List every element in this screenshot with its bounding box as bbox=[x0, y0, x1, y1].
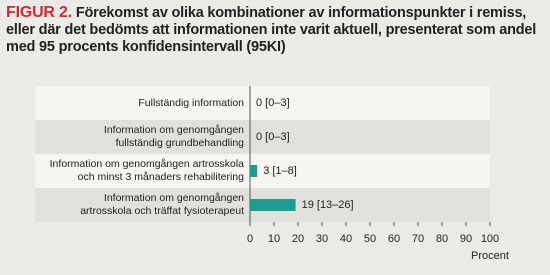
x-tick-label: 30 bbox=[316, 233, 328, 245]
value-label: 3 [1–8] bbox=[263, 165, 297, 177]
x-tick-label: 10 bbox=[268, 233, 280, 245]
x-tick-label: 60 bbox=[388, 233, 400, 245]
x-tick-label: 70 bbox=[412, 233, 424, 245]
x-tick-label: 20 bbox=[292, 233, 304, 245]
value-label: 19 [13–26] bbox=[302, 199, 354, 211]
x-tick-label: 50 bbox=[364, 233, 376, 245]
x-tick-label: 80 bbox=[436, 233, 448, 245]
chart-title: Förekomst av olika kombinationer av info… bbox=[6, 5, 537, 55]
category-label: Information om genomgången artrosskola o… bbox=[49, 158, 244, 183]
figure-label: FIGUR 2. bbox=[6, 4, 72, 21]
row-band bbox=[35, 86, 490, 120]
category-label: Information om genomgången fullständig g… bbox=[103, 124, 244, 149]
row-band bbox=[35, 154, 490, 188]
value-label: 0 [0–3] bbox=[256, 131, 290, 143]
row-band bbox=[35, 120, 490, 154]
x-tick-label: 90 bbox=[460, 233, 472, 245]
category-label: Fullständig information bbox=[138, 96, 244, 109]
x-tick-label: 40 bbox=[340, 233, 352, 245]
header: FIGUR 2. Förekomst av olika kombinatione… bbox=[6, 4, 546, 56]
x-tick-label: 0 bbox=[247, 233, 253, 245]
category-label: Information om genomgången artrosskola o… bbox=[80, 192, 244, 217]
x-axis-label: Procent bbox=[471, 250, 509, 262]
bar bbox=[250, 165, 258, 177]
bar bbox=[250, 199, 296, 211]
value-label: 0 [0–3] bbox=[256, 97, 290, 109]
x-tick-label: 100 bbox=[481, 233, 499, 245]
